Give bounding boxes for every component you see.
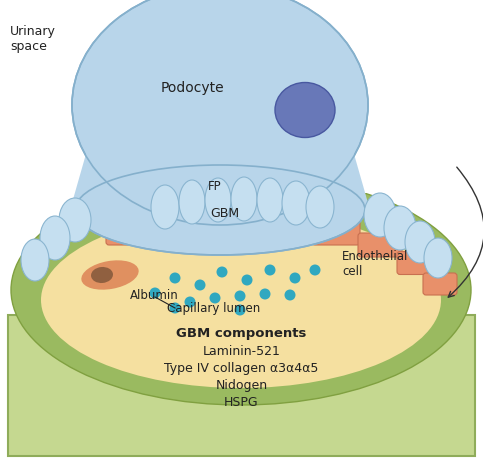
Circle shape	[170, 302, 181, 313]
Circle shape	[284, 290, 296, 301]
Ellipse shape	[179, 180, 205, 224]
Ellipse shape	[72, 0, 368, 225]
Circle shape	[310, 265, 321, 276]
Ellipse shape	[151, 185, 179, 229]
Circle shape	[170, 272, 181, 284]
FancyBboxPatch shape	[8, 315, 475, 456]
Text: Podocyte: Podocyte	[160, 81, 224, 95]
FancyBboxPatch shape	[259, 213, 311, 239]
Text: FP: FP	[208, 179, 222, 193]
Text: Albumin: Albumin	[130, 289, 179, 301]
FancyBboxPatch shape	[397, 252, 433, 274]
Circle shape	[195, 279, 205, 290]
Ellipse shape	[81, 260, 139, 290]
Circle shape	[265, 265, 275, 276]
Text: Nidogen: Nidogen	[215, 378, 268, 391]
Circle shape	[210, 292, 221, 303]
FancyBboxPatch shape	[207, 211, 257, 237]
Ellipse shape	[275, 83, 335, 137]
Ellipse shape	[205, 178, 231, 222]
Text: Laminin-521: Laminin-521	[202, 344, 281, 357]
Text: HSPG: HSPG	[224, 396, 259, 408]
Text: Urinary
space: Urinary space	[10, 25, 56, 53]
FancyBboxPatch shape	[312, 219, 360, 245]
Ellipse shape	[40, 216, 70, 260]
Ellipse shape	[405, 221, 435, 263]
Ellipse shape	[282, 181, 310, 225]
Circle shape	[150, 288, 160, 299]
Ellipse shape	[364, 193, 396, 237]
Circle shape	[259, 289, 270, 300]
Ellipse shape	[59, 198, 91, 242]
Polygon shape	[70, 105, 370, 210]
Bar	[0, 0, 483, 193]
Ellipse shape	[231, 177, 257, 221]
Circle shape	[235, 305, 245, 315]
Circle shape	[242, 274, 253, 285]
Ellipse shape	[384, 206, 416, 250]
Text: Endothelial
cell: Endothelial cell	[342, 250, 408, 278]
FancyBboxPatch shape	[423, 273, 457, 295]
Circle shape	[235, 290, 245, 301]
Ellipse shape	[75, 165, 365, 255]
Text: Type IV collagen α3α4α5: Type IV collagen α3α4α5	[164, 361, 319, 374]
FancyArrowPatch shape	[448, 167, 483, 297]
Circle shape	[185, 296, 196, 307]
FancyBboxPatch shape	[358, 233, 402, 257]
FancyBboxPatch shape	[106, 219, 154, 245]
Text: GBM components: GBM components	[176, 326, 307, 339]
Ellipse shape	[306, 186, 334, 228]
Ellipse shape	[21, 239, 49, 281]
Ellipse shape	[424, 238, 452, 278]
Ellipse shape	[257, 178, 283, 222]
Circle shape	[216, 266, 227, 278]
FancyBboxPatch shape	[155, 213, 205, 239]
Ellipse shape	[41, 212, 441, 388]
Text: GBM: GBM	[211, 207, 240, 219]
Ellipse shape	[91, 267, 113, 283]
Text: Capillary lumen: Capillary lumen	[168, 301, 261, 314]
Circle shape	[289, 272, 300, 284]
Ellipse shape	[11, 175, 471, 405]
